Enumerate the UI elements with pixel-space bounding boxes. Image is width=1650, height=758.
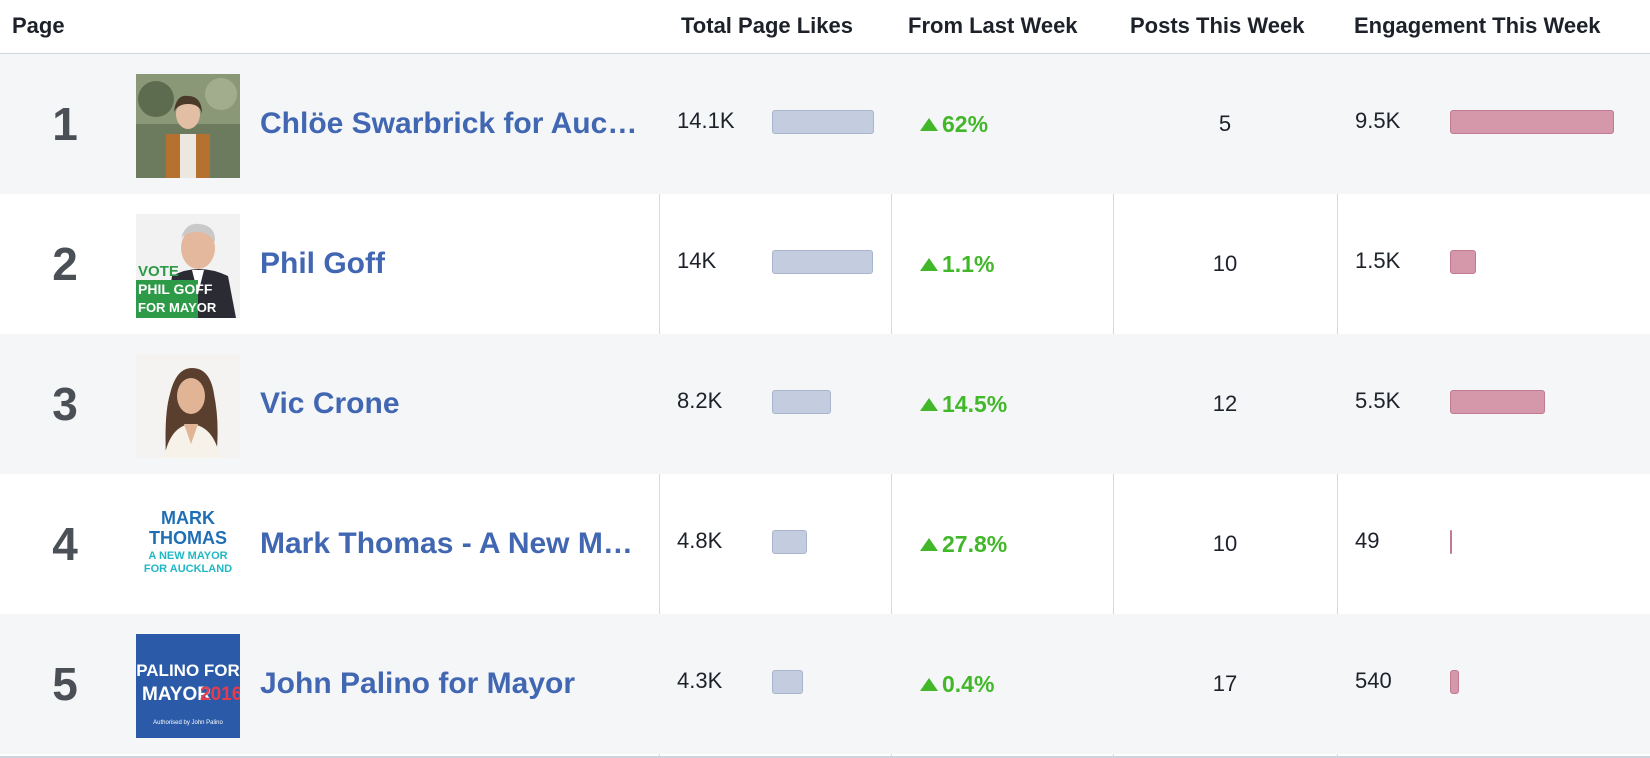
thumbnail-text: 2016 [200, 684, 240, 705]
table-row: 5 PALINO FOR MAYOR 2016 Authorised by Jo… [0, 614, 1650, 754]
up-arrow-icon [920, 118, 938, 131]
thumbnail-text: PHIL GOFF [138, 281, 213, 297]
up-arrow-icon [920, 258, 938, 271]
table-row: 2 VOTE PHIL GOFF FOR MAYOR Phil Goff 14K… [0, 194, 1650, 334]
up-arrow-icon [920, 538, 938, 551]
rank-number: 4 [52, 518, 78, 570]
posts-count: 10 [1212, 531, 1238, 556]
engagement-bar [1450, 390, 1545, 414]
likes-bar [772, 110, 874, 134]
page-thumbnail[interactable] [136, 354, 240, 458]
engagement-bar [1450, 670, 1459, 694]
header-total-page-likes[interactable]: Total Page Likes [681, 13, 853, 38]
rank-number: 2 [52, 238, 78, 290]
engagement-value: 49 [1355, 528, 1380, 553]
total-likes-value: 14K [677, 248, 717, 273]
page-name-link[interactable]: Vic Crone [260, 387, 400, 420]
posts-count: 12 [1212, 391, 1238, 416]
weekly-change: 0.4% [920, 614, 994, 754]
likes-bar [772, 670, 803, 694]
engagement-value: 1.5K [1355, 248, 1401, 273]
engagement-value: 5.5K [1355, 388, 1401, 413]
rank-number: 3 [52, 378, 78, 430]
thumbnail-text: FOR MAYOR [138, 300, 217, 315]
page-name-link[interactable]: Chlöe Swarbrick for Auckland Mayor [260, 107, 645, 140]
posts-count: 17 [1212, 671, 1238, 696]
weekly-change: 1.1% [920, 194, 994, 334]
thumbnail-text: THOMAS [149, 528, 227, 548]
thumbnail-text: FOR AUCKLAND [144, 563, 232, 575]
page-thumbnail[interactable]: PALINO FOR MAYOR 2016 Authorised by John… [136, 634, 240, 738]
engagement-bar [1450, 250, 1476, 274]
engagement-value: 540 [1355, 668, 1392, 693]
page-name-link[interactable]: John Palino for Mayor [260, 667, 576, 700]
thumbnail-text: MAYOR [142, 684, 211, 705]
up-arrow-icon [920, 398, 938, 411]
engagement-value: 9.5K [1355, 108, 1401, 133]
header-from-last-week[interactable]: From Last Week [908, 13, 1078, 38]
posts-count: 10 [1212, 251, 1238, 276]
likes-bar [772, 250, 873, 274]
total-likes-value: 4.3K [677, 668, 723, 693]
engagement-bar [1450, 530, 1452, 554]
engagement-bar [1450, 110, 1614, 134]
table-row: 1 Chlöe Swarbrick for Auckland Mayor 14.… [0, 54, 1650, 194]
table-header: Page Total Page Likes From Last Week Pos… [0, 0, 1650, 54]
page-name-link[interactable]: Phil Goff [260, 247, 385, 280]
page-thumbnail[interactable] [136, 74, 240, 178]
weekly-change: 27.8% [920, 474, 1007, 614]
thumbnail-text: A NEW MAYOR [148, 550, 227, 562]
header-engagement-this-week[interactable]: Engagement This Week [1354, 13, 1601, 38]
posts-count: 5 [1218, 111, 1232, 136]
rank-number: 5 [52, 658, 78, 710]
page-thumbnail[interactable]: MARK THOMAS A NEW MAYOR FOR AUCKLAND [136, 494, 240, 598]
rank-number: 1 [52, 98, 78, 150]
total-likes-value: 14.1K [677, 108, 735, 133]
thumbnail-text: VOTE [138, 263, 179, 280]
total-likes-value: 8.2K [677, 388, 723, 413]
weekly-change: 62% [920, 54, 988, 194]
likes-bar [772, 530, 807, 554]
weekly-change: 14.5% [920, 334, 1007, 474]
table-row: 4 MARK THOMAS A NEW MAYOR FOR AUCKLAND M… [0, 474, 1650, 614]
thumbnail-text: Authorised by John Palino [153, 720, 223, 726]
up-arrow-icon [920, 678, 938, 691]
table-row: 3 Vic Crone 8.2K 14.5% 12 5.5K [0, 334, 1650, 474]
thumbnail-text: PALINO FOR [136, 661, 240, 680]
page-thumbnail[interactable]: VOTE PHIL GOFF FOR MAYOR [136, 214, 240, 318]
likes-bar [772, 390, 831, 414]
header-posts-this-week[interactable]: Posts This Week [1130, 13, 1305, 38]
header-page[interactable]: Page [12, 13, 65, 38]
page-name-link[interactable]: Mark Thomas - A New Mayor for Auckland [260, 527, 645, 560]
total-likes-value: 4.8K [677, 528, 723, 553]
thumbnail-text: MARK [161, 508, 215, 528]
